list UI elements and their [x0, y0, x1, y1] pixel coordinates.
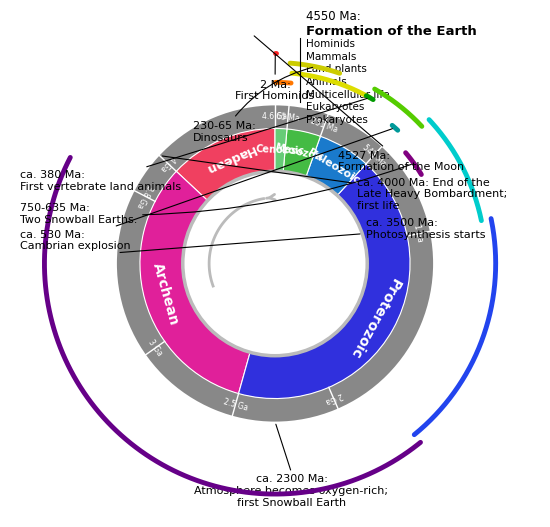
Text: 65 Ma: 65 Ma	[276, 112, 300, 123]
Text: Eukaryotes: Eukaryotes	[306, 102, 365, 112]
Text: Cenozoic: Cenozoic	[255, 144, 305, 156]
Text: 3 Ga: 3 Ga	[146, 338, 164, 358]
Text: 3.8 Ga: 3.8 Ga	[135, 183, 155, 209]
Text: Multicellular life: Multicellular life	[306, 90, 390, 100]
Wedge shape	[117, 105, 433, 422]
Text: 2 Ga: 2 Ga	[323, 391, 343, 406]
Text: Mammals: Mammals	[306, 52, 356, 62]
Text: 2.5 Ga: 2.5 Ga	[222, 397, 249, 412]
Text: Animals: Animals	[306, 77, 348, 87]
Text: ca. 3500 Ma:
Photosynthesis starts: ca. 3500 Ma: Photosynthesis starts	[120, 218, 485, 252]
Text: Mesozoic: Mesozoic	[274, 142, 325, 163]
Wedge shape	[306, 136, 366, 196]
Text: 1 Ga: 1 Ga	[412, 224, 425, 243]
Text: 4550 Ma:: 4550 Ma:	[306, 10, 361, 23]
Wedge shape	[283, 129, 321, 177]
Text: Formation of the Earth: Formation of the Earth	[306, 25, 477, 38]
Wedge shape	[239, 164, 410, 398]
Wedge shape	[177, 129, 275, 201]
Text: Paleozoic: Paleozoic	[306, 147, 361, 186]
Text: Hominids: Hominids	[306, 40, 355, 50]
Text: 4.6 Ga: 4.6 Ga	[262, 112, 288, 121]
Text: ca. 2300 Ma:
Atmosphere becomes oxygen-rich;
first Snowball Earth: ca. 2300 Ma: Atmosphere becomes oxygen-r…	[195, 474, 388, 508]
Text: 542 Ma: 542 Ma	[360, 142, 387, 168]
Text: ca. 530 Ma:
Cambrian explosion: ca. 530 Ma: Cambrian explosion	[20, 129, 392, 251]
Text: Land plants: Land plants	[306, 64, 367, 74]
Wedge shape	[275, 129, 287, 172]
Text: 750-635 Ma:
Two Snowball Earths.: 750-635 Ma: Two Snowball Earths.	[20, 164, 411, 225]
Text: Prokaryotes: Prokaryotes	[306, 114, 368, 124]
Circle shape	[183, 171, 367, 356]
Text: 2 Ma:
First Hominids: 2 Ma: First Hominids	[235, 55, 315, 101]
Text: Archean: Archean	[150, 261, 181, 327]
Text: 4 Ga: 4 Ga	[158, 154, 177, 173]
Text: ca. 380 Ma:
First vertebrate land animals: ca. 380 Ma: First vertebrate land animal…	[20, 99, 367, 192]
Text: Hadean: Hadean	[202, 143, 257, 176]
Text: Proterozoic: Proterozoic	[346, 276, 402, 362]
Wedge shape	[140, 171, 250, 394]
Text: 251 Ma: 251 Ma	[310, 116, 339, 134]
Text: ca. 4000 Ma: End of the
Late Heavy Bombardment;
first life: ca. 4000 Ma: End of the Late Heavy Bomba…	[162, 156, 508, 211]
Text: 230-65 Ma:
Dinosaurs: 230-65 Ma: Dinosaurs	[192, 67, 312, 142]
Text: 4527 Ma:
Formation of the Moon: 4527 Ma: Formation of the Moon	[254, 36, 464, 172]
